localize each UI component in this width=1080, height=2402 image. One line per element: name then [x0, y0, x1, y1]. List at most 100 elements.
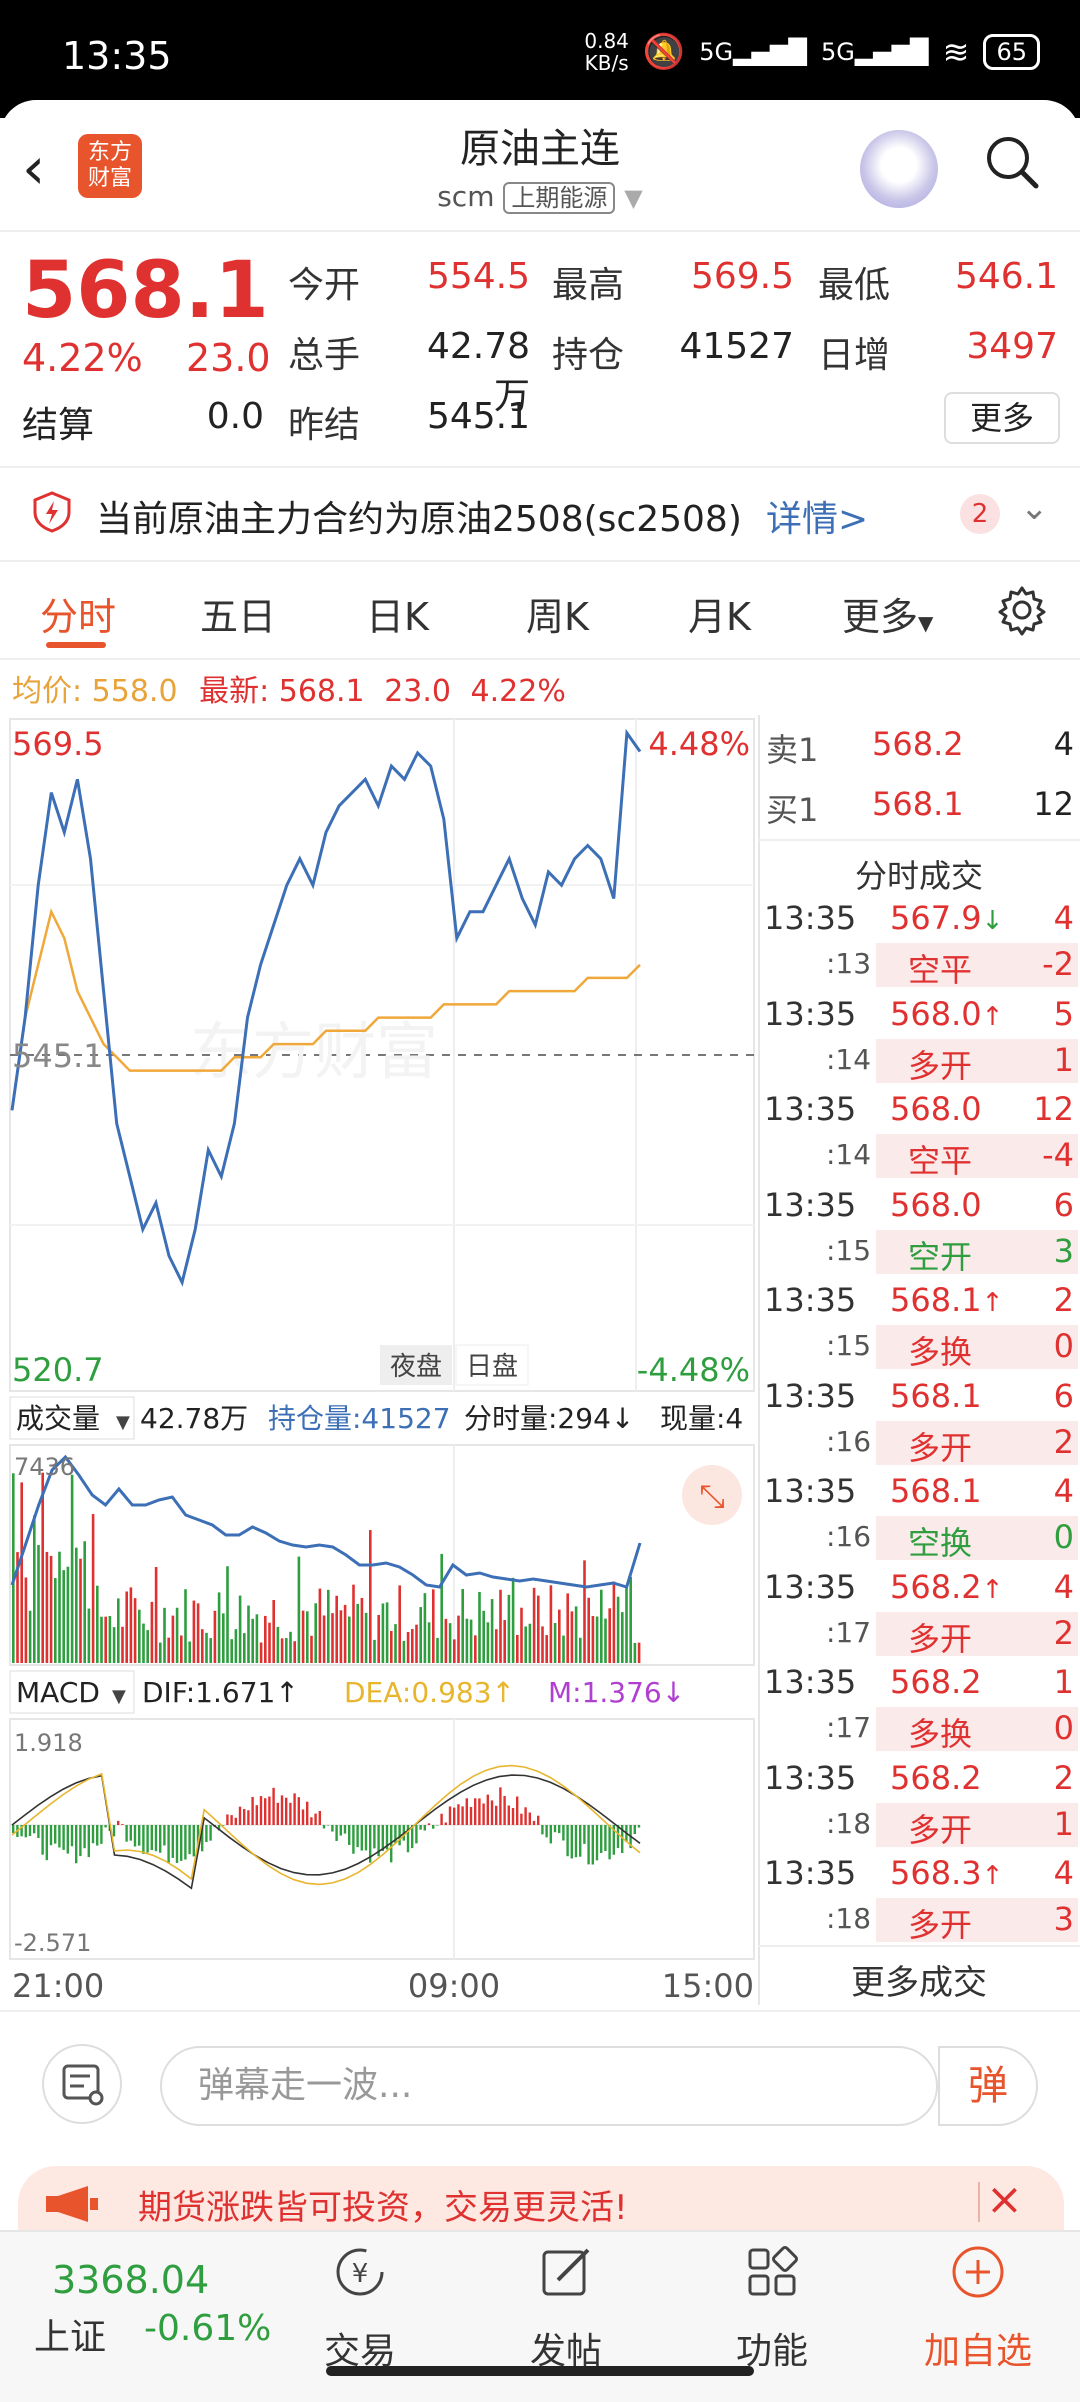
- volume-bar: [633, 1642, 637, 1663]
- volume-bar: [91, 1514, 95, 1663]
- macd-bar: [486, 1794, 489, 1825]
- danmu-input[interactable]: 弹幕走一波...: [160, 2046, 938, 2126]
- expand-button[interactable]: [682, 1465, 742, 1525]
- tab-five-day[interactable]: 五日: [200, 595, 277, 639]
- macd-bar: [117, 1820, 120, 1825]
- volume-bar: [264, 1615, 267, 1663]
- tab-weekly-k[interactable]: 周K: [526, 595, 589, 639]
- net-speed: 0.84 KB/s: [584, 30, 629, 74]
- trade-type-qty: -2: [1042, 945, 1074, 983]
- volume-bar: [461, 1588, 464, 1663]
- macd-bar: [184, 1825, 187, 1860]
- macd-select[interactable]: [9, 1670, 135, 1714]
- trade-type-bg: [876, 1802, 1078, 1847]
- nav-add-watchlist[interactable]: 加自选: [923, 2331, 1032, 2372]
- open-label: 今开: [288, 265, 361, 306]
- tab-monthly-k[interactable]: 月K: [688, 595, 751, 639]
- nav-trade[interactable]: 交易: [323, 2331, 396, 2372]
- trade-price-value: 568.0: [890, 1090, 982, 1128]
- index-value[interactable]: 3368.04: [52, 2258, 210, 2302]
- back-arrow-icon[interactable]: ‹: [22, 134, 46, 202]
- add-watchlist-icon: [952, 2246, 1004, 2298]
- trade-second: :18: [826, 1902, 872, 1935]
- volume-bar: [306, 1611, 309, 1663]
- macd-bar: [595, 1825, 599, 1861]
- volume-bar: [222, 1613, 225, 1663]
- volume-bar: [616, 1596, 620, 1663]
- ob-price: 568.1: [872, 785, 964, 823]
- volume-bar: [192, 1600, 196, 1663]
- trade-price: 568.0↑: [890, 995, 1003, 1033]
- trade-type: 多开: [908, 1619, 973, 1658]
- volume-bar: [293, 1641, 296, 1663]
- notice-text: 当前原油主力合约为原油2508(sc2508): [96, 499, 742, 540]
- tab-intraday[interactable]: 分时: [40, 595, 117, 639]
- day-session-button[interactable]: [455, 1344, 529, 1386]
- volume-bar: [579, 1637, 582, 1663]
- oi-label: 持仓: [552, 335, 625, 376]
- prev-settle-label: 昨结: [288, 405, 361, 446]
- night-session-button[interactable]: [380, 1345, 452, 1385]
- volume-bar: [12, 1473, 15, 1663]
- macd-bar: [142, 1825, 145, 1854]
- trade-type: 多换: [908, 1333, 973, 1371]
- trade-type: 多开: [908, 1046, 973, 1085]
- nav-functions[interactable]: 功能: [735, 2331, 808, 2372]
- notice-detail-link[interactable]: 详情>: [766, 499, 869, 540]
- robot-assistant-icon[interactable]: [860, 130, 938, 208]
- close-icon[interactable]: ×: [986, 2174, 1023, 2225]
- volume-bar: [327, 1589, 330, 1663]
- index-name[interactable]: 上证: [34, 2317, 107, 2358]
- active-tab-underline: [46, 642, 106, 648]
- macd-bar: [549, 1825, 552, 1844]
- macd-bar: [259, 1796, 263, 1825]
- macd-bar: [234, 1817, 237, 1825]
- more-quote-button[interactable]: 更多: [944, 392, 1060, 444]
- trade-type: 空换: [908, 1524, 973, 1562]
- nav-post[interactable]: 发帖: [529, 2331, 602, 2372]
- tab-more[interactable]: 更多▼: [842, 586, 933, 641]
- chevron-down-icon[interactable]: ⌄: [1020, 488, 1049, 528]
- ob-label: 买1: [766, 791, 819, 829]
- trade-type: 多开: [908, 1810, 973, 1849]
- volume-bar: [96, 1585, 99, 1663]
- trade-type-bg: [876, 1325, 1078, 1369]
- volume-bar: [142, 1623, 145, 1663]
- low-value: 546.1: [954, 256, 1058, 297]
- macd-bar: [448, 1806, 452, 1825]
- danmu-send-button[interactable]: 弹: [938, 2046, 1038, 2126]
- intraday-chart[interactable]: 东方财富 569.5 4.48% 545.1 520.7 -4.48% 夜盘 日…: [0, 715, 758, 2010]
- tab-daily-k[interactable]: 日K: [366, 595, 429, 639]
- last-price: 568.1: [22, 246, 269, 336]
- promo-banner[interactable]: 期货涨跌皆可投资，交易更灵活! ×: [18, 2166, 1064, 2242]
- search-icon[interactable]: [984, 134, 1040, 190]
- logo-text: 东方财富: [88, 140, 133, 191]
- volume-bar: [259, 1642, 263, 1663]
- trade-type-qty: 1: [1053, 1040, 1074, 1079]
- volume-bar: [150, 1601, 154, 1663]
- gear-icon[interactable]: [996, 584, 1048, 636]
- volume-bar: [562, 1635, 565, 1663]
- index-pct[interactable]: -0.61%: [144, 2308, 272, 2349]
- trade-type: 多开: [908, 1906, 973, 1944]
- volume-bar: [587, 1597, 590, 1663]
- volume-bar: [478, 1591, 481, 1663]
- dropdown-caret-icon: ▼: [624, 184, 643, 212]
- volume-select[interactable]: [9, 1396, 135, 1440]
- macd-bar: [373, 1825, 376, 1849]
- trade-panel: 卖1 568.2 4 买1 568.1 12 分时成交 13:35 567.9↓ 4:13 空平…: [758, 715, 1080, 2005]
- volume-bar: [104, 1616, 107, 1663]
- volume-bar: [100, 1616, 103, 1663]
- danmu-toggle-icon[interactable]: [42, 2044, 122, 2124]
- trade-type-qty: 0: [1053, 1327, 1074, 1365]
- macd-bar: [507, 1805, 510, 1825]
- macd-top-label: 1.918: [14, 1729, 83, 1757]
- macd-select-label: MACD: [16, 1676, 100, 1709]
- notice-bar[interactable]: 当前原油主力合约为原油2508(sc2508) 详情> 2 ⌄: [0, 466, 1080, 562]
- ob-price: 568.2: [872, 725, 964, 763]
- trade-second: :13: [826, 947, 872, 980]
- contract-subtitle[interactable]: scm 上期能源 ▼: [0, 178, 1080, 214]
- more-trades-button[interactable]: 更多成交: [851, 1963, 987, 2003]
- volume-bar: [453, 1639, 456, 1663]
- watermark: 东方财富: [190, 1015, 438, 1088]
